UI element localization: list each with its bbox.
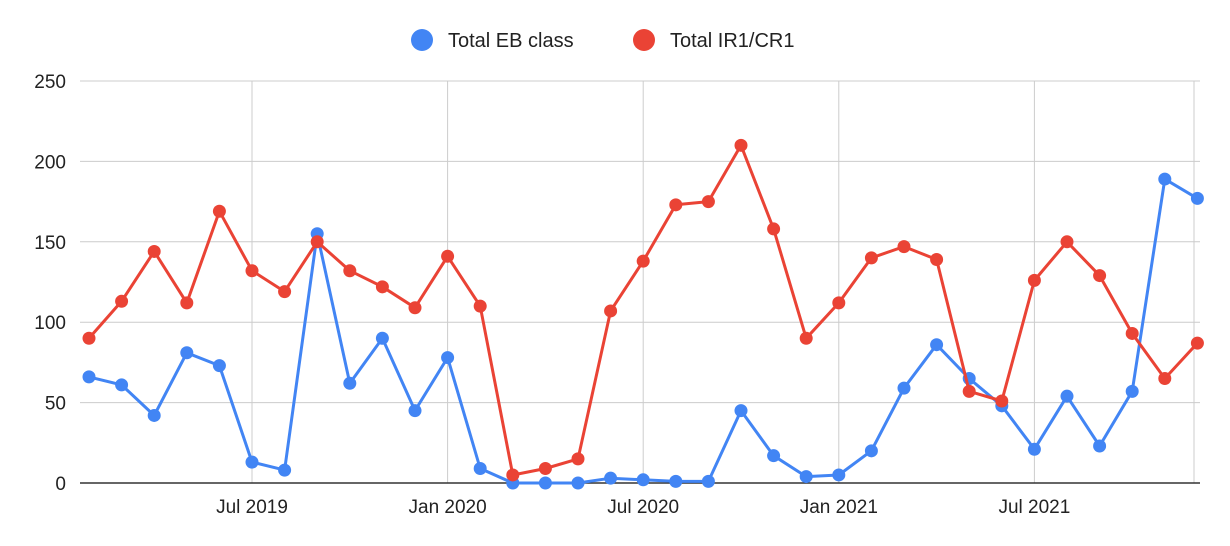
data-point <box>734 404 748 418</box>
data-point <box>832 296 846 310</box>
data-point <box>375 280 389 294</box>
data-point <box>278 285 292 299</box>
axes: 0 50 100 150 200 250 Jul 2019 Jan 2020 Jul 2020 J… <box>34 72 1200 518</box>
data-point <box>669 474 683 488</box>
data-point <box>147 244 161 258</box>
x-tick-label: Jul 2019 <box>216 497 288 518</box>
data-point <box>278 463 292 477</box>
x-tick-label: Jan 2021 <box>800 497 878 518</box>
legend-item-2[interactable]: Total IR1/CR1 <box>633 29 795 52</box>
data-point <box>799 331 813 345</box>
data-point <box>115 294 129 308</box>
data-point <box>441 249 455 263</box>
data-point <box>212 204 226 218</box>
data-point <box>734 138 748 152</box>
data-point <box>310 235 324 249</box>
y-tick-label: 250 <box>34 72 66 93</box>
data-point <box>1060 235 1074 249</box>
data-point <box>1125 384 1139 398</box>
data-point <box>1060 389 1074 403</box>
data-point <box>441 351 455 365</box>
x-tick-label: Jul 2021 <box>998 497 1070 518</box>
legend-swatch <box>633 29 655 51</box>
data-point <box>669 198 683 212</box>
data-point <box>180 346 194 360</box>
data-point <box>82 331 96 345</box>
series-2 <box>82 138 1204 482</box>
data-point <box>408 301 422 315</box>
data-point <box>473 299 487 313</box>
data-point <box>115 378 129 392</box>
data-point <box>343 376 357 390</box>
data-point <box>636 254 650 268</box>
data-point <box>1125 326 1139 340</box>
data-point <box>962 384 976 398</box>
legend-label: Total IR1/CR1 <box>670 30 795 52</box>
data-point <box>864 251 878 265</box>
data-point <box>245 264 259 278</box>
data-point <box>1190 336 1204 350</box>
data-point <box>1027 442 1041 456</box>
y-tick-label: 50 <box>45 394 66 415</box>
data-point <box>82 370 96 384</box>
data-point <box>1027 273 1041 287</box>
data-point <box>1158 371 1172 385</box>
y-tick-label: 150 <box>34 233 66 254</box>
data-point <box>897 240 911 254</box>
data-point <box>864 444 878 458</box>
data-point <box>408 404 422 418</box>
data-point <box>701 195 715 209</box>
data-point <box>636 473 650 487</box>
data-point <box>832 468 846 482</box>
legend-swatch <box>411 29 433 51</box>
data-point <box>506 468 520 482</box>
data-point <box>147 408 161 422</box>
data-point <box>767 222 781 236</box>
data-point <box>571 452 585 466</box>
data-point <box>930 338 944 352</box>
data-point <box>375 331 389 345</box>
y-tick-label: 0 <box>55 474 66 495</box>
legend-label: Total EB class <box>448 30 574 52</box>
data-point <box>930 252 944 266</box>
data-point <box>1093 269 1107 283</box>
series-layer <box>82 138 1204 490</box>
data-point <box>1093 439 1107 453</box>
data-point <box>995 394 1009 408</box>
data-point <box>212 359 226 373</box>
data-point <box>245 455 259 469</box>
data-point <box>799 470 813 484</box>
legend[interactable]: Total EB class Total IR1/CR1 <box>411 29 795 52</box>
x-tick-label: Jul 2020 <box>607 497 679 518</box>
y-tick-label: 100 <box>34 313 66 334</box>
x-tick-label: Jan 2020 <box>409 497 487 518</box>
data-point <box>897 381 911 395</box>
data-point <box>1158 172 1172 186</box>
y-tick-label: 200 <box>34 152 66 173</box>
data-point <box>604 304 618 318</box>
data-point <box>701 474 715 488</box>
data-point <box>604 471 618 485</box>
data-point <box>1190 191 1204 205</box>
grid <box>80 80 1200 483</box>
legend-item-1[interactable]: Total EB class <box>411 29 574 52</box>
data-point <box>538 462 552 476</box>
data-point <box>767 449 781 463</box>
data-point <box>473 462 487 476</box>
data-point <box>343 264 357 278</box>
data-point <box>180 296 194 310</box>
data-point <box>571 476 585 490</box>
data-point <box>538 476 552 490</box>
